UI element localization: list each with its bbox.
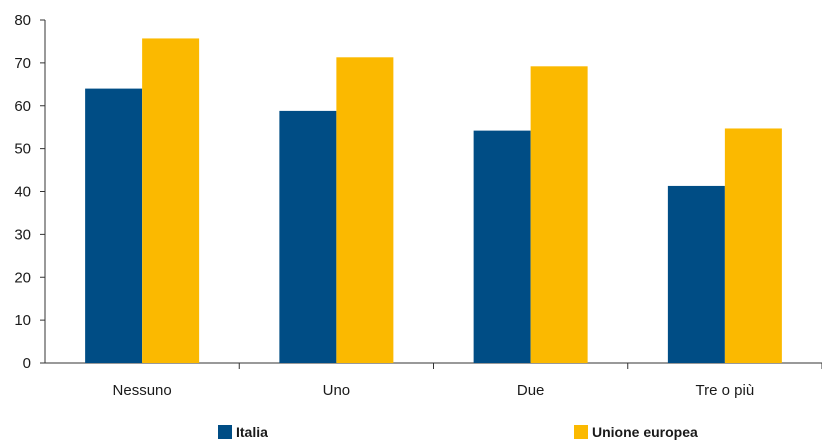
y-tick-label: 0 <box>23 355 31 372</box>
y-tick-label: 10 <box>14 312 31 329</box>
y-tick-label: 20 <box>14 269 31 286</box>
legend-item-italia: Italia <box>218 424 268 440</box>
bar-italia-3 <box>667 185 725 363</box>
bar-italia-1 <box>279 110 337 364</box>
y-tick-label: 70 <box>14 55 31 72</box>
y-axis: 0 10 20 30 40 50 60 70 80 <box>14 12 46 372</box>
x-tick-label: Tre o più <box>696 382 755 399</box>
bar-unione-europea-3 <box>724 128 782 363</box>
bar-italia-0 <box>85 88 143 363</box>
legend-swatch-unione-europea <box>574 425 588 439</box>
x-tick-labels: Nessuno Uno Due Tre o più <box>113 382 755 399</box>
x-tick-label: Nessuno <box>113 382 172 399</box>
x-tick-label: Due <box>517 382 545 399</box>
bar-unione-europea-2 <box>530 66 588 364</box>
bar-italia-2 <box>473 130 531 363</box>
x-tick-label: Uno <box>323 382 351 399</box>
y-tick-label: 30 <box>14 226 31 243</box>
y-tick-label: 60 <box>14 98 31 115</box>
bar-unione-europea-0 <box>142 38 200 363</box>
y-tick-label: 80 <box>14 12 31 29</box>
bars <box>85 38 782 364</box>
legend-item-unione-europea: Unione europea <box>574 424 698 440</box>
legend-label-unione-europea: Unione europea <box>592 424 698 440</box>
x-axis <box>45 362 822 369</box>
bar-chart: 0 10 20 30 40 50 60 70 80 Nessuno Uno Due Tre o più <box>14 12 822 399</box>
y-tick-label: 50 <box>14 141 31 158</box>
legend-swatch-italia <box>218 425 232 439</box>
legend-label-italia: Italia <box>236 424 268 440</box>
y-tick-label: 40 <box>14 184 31 201</box>
bar-unione-europea-1 <box>336 57 394 364</box>
